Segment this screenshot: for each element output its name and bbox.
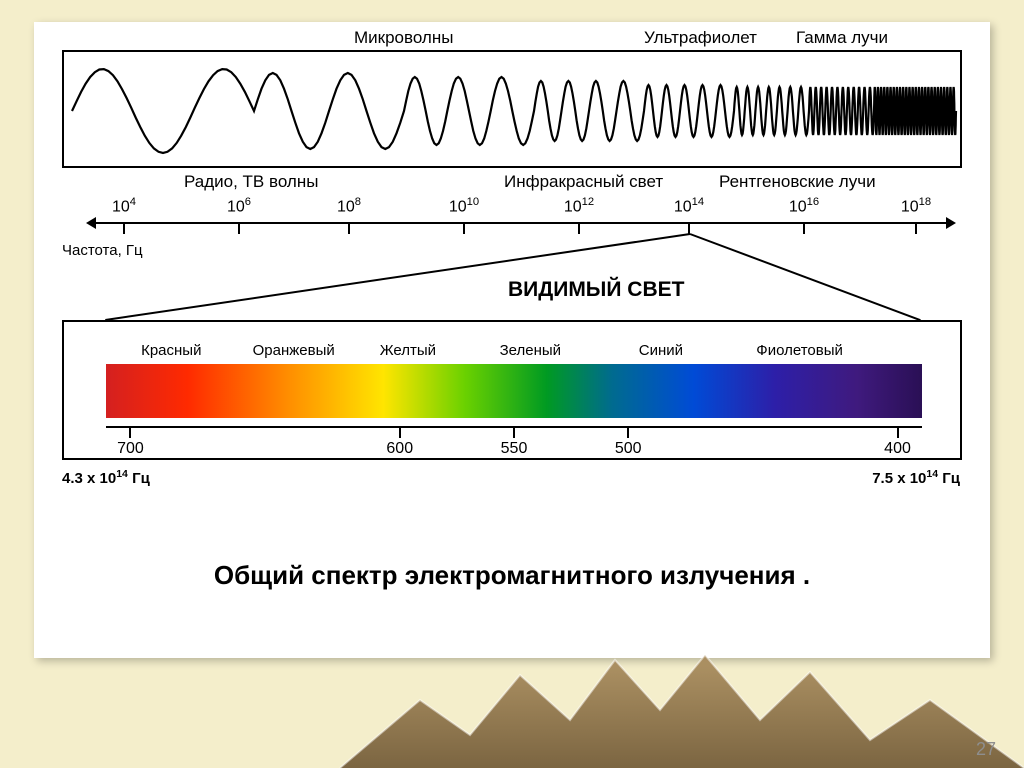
wavelength-500: 500	[615, 440, 642, 458]
zoom-guide-right	[690, 233, 921, 321]
color-label-Синий: Синий	[639, 342, 683, 359]
color-label-Оранжевый: Оранжевый	[253, 342, 335, 359]
freq-left: 4.3 х 1014 Гц	[62, 468, 150, 487]
slide-number: 27	[976, 739, 996, 760]
freq-tick-18: 1018	[901, 196, 931, 216]
freq-tick-10: 1010	[449, 196, 479, 216]
visible-spectrum-bar	[106, 364, 922, 418]
wave-panel	[62, 50, 962, 168]
freq-right: 7.5 х 1014 Гц	[872, 468, 960, 487]
freq-tick-8: 108	[337, 196, 361, 216]
wavelength-400: 400	[884, 440, 911, 458]
freq-tick-12: 1012	[564, 196, 594, 216]
spectrum-panel: Красный Оранжевый Желтый Зеленый Синий Фиолет…	[62, 320, 962, 460]
spectrum-gradient	[106, 364, 922, 418]
label-ir: Инфракрасный свет	[504, 172, 663, 192]
frequency-axis	[94, 222, 946, 224]
wave-svg	[64, 52, 964, 170]
frequency-axis-label: Частота, Гц	[62, 242, 143, 259]
wavelength-700: 700	[117, 440, 144, 458]
label-microwaves: Микроволны	[354, 28, 453, 48]
diagram-title: Общий спектр электромагнитного излучения…	[34, 560, 990, 591]
freq-tick-16: 1016	[789, 196, 819, 216]
freq-tick-6: 106	[227, 196, 251, 216]
visible-light-title: ВИДИМЫЙ СВЕТ	[508, 278, 684, 302]
color-label-Желтый: Желтый	[380, 342, 436, 359]
freq-tick-14: 1014	[674, 196, 704, 216]
label-radio: Радио, ТВ волны	[184, 172, 318, 192]
freq-tick-4: 104	[112, 196, 136, 216]
color-label-Красный: Красный	[141, 342, 201, 359]
label-gamma: Гамма лучи	[796, 28, 888, 48]
zoom-guide-left	[105, 233, 690, 321]
slide-card: Микроволны Ультрафиолет Гамма лучи Радио…	[34, 22, 990, 658]
label-xray: Рентгеновские лучи	[719, 172, 876, 192]
color-label-Фиолетовый: Фиолетовый	[756, 342, 843, 359]
color-label-Зеленый: Зеленый	[500, 342, 561, 359]
label-uv: Ультрафиолет	[644, 28, 757, 48]
wavelength-550: 550	[501, 440, 528, 458]
wavelength-600: 600	[386, 440, 413, 458]
